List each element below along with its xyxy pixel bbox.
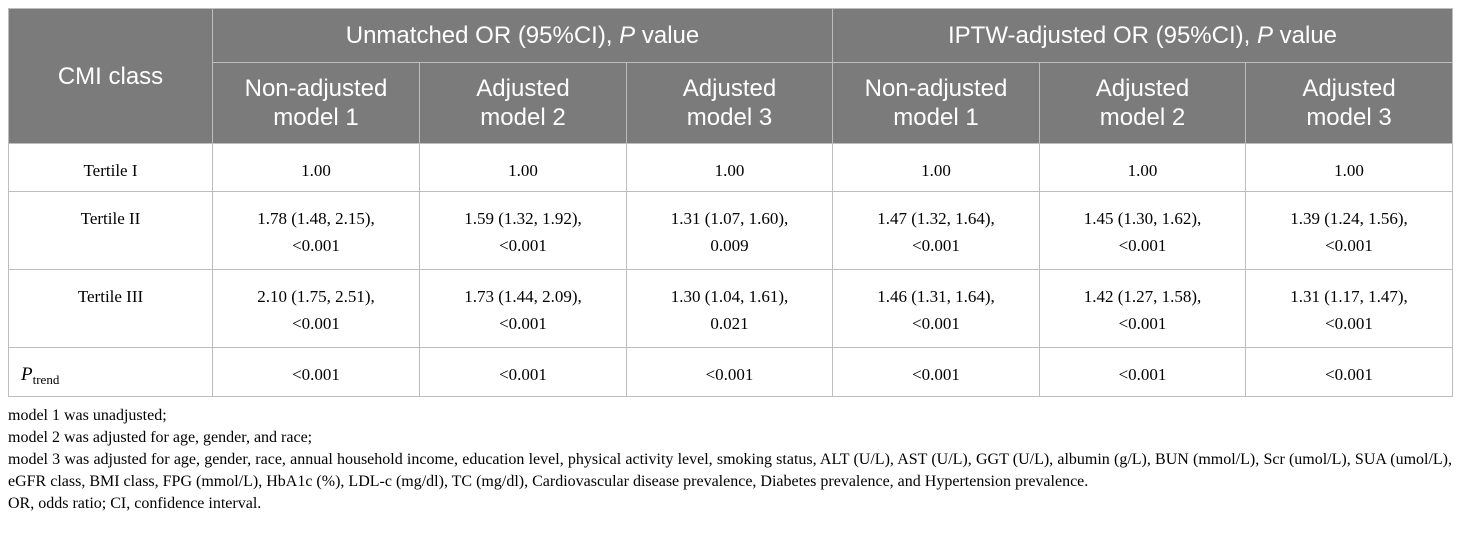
cell-text: 2.10 (1.75, 2.51), <0.001 xyxy=(257,287,375,333)
table-row: Tertile I 1.00 1.00 1.00 1.00 1.00 1.00 xyxy=(8,143,1454,192)
cell-text: 1.30 (1.04, 1.61), 0.021 xyxy=(670,287,789,333)
column-header: Adjusted model 3 xyxy=(1244,62,1454,144)
cell-text: 1.42 (1.27, 1.58), <0.001 xyxy=(1083,287,1202,333)
table-row: Tertile II 1.78 (1.48, 2.15), <0.001 1.5… xyxy=(8,191,1454,270)
table-cell: 1.78 (1.48, 2.15), <0.001 xyxy=(212,191,420,270)
column-header: Adjusted model 3 xyxy=(626,62,833,144)
column-header: Adjusted model 2 xyxy=(419,62,627,144)
table-container: CMI class Unmatched OR (95%CI), P value … xyxy=(8,8,1454,515)
column-header: Non-adjusted model 1 xyxy=(832,62,1040,144)
table-cell: <0.001 xyxy=(832,347,1040,397)
group-header-unmatched: Unmatched OR (95%CI), P value xyxy=(212,8,833,63)
cell-text: 1.46 (1.31, 1.64), <0.001 xyxy=(877,287,995,333)
results-table: CMI class Unmatched OR (95%CI), P value … xyxy=(8,8,1454,397)
cell-text: 1.31 (1.17, 1.47), <0.001 xyxy=(1290,287,1408,333)
table-cell: 1.73 (1.44, 2.09), <0.001 xyxy=(419,269,627,348)
row-label: Tertile III xyxy=(8,269,213,348)
table-footnotes: model 1 was unadjusted; model 2 was adju… xyxy=(8,405,1452,515)
ptrend-label: Ptrend xyxy=(8,347,213,397)
table-cell: 1.39 (1.24, 1.56), <0.001 xyxy=(1244,191,1454,270)
table-cell: 1.00 xyxy=(626,143,833,192)
footnote: model 3 was adjusted for age, gender, ra… xyxy=(8,451,1452,490)
footnote: OR, odds ratio; CI, confidence interval. xyxy=(8,495,262,512)
table-row: Tertile III 2.10 (1.75, 2.51), <0.001 1.… xyxy=(8,269,1454,348)
table-cell: <0.001 xyxy=(1039,347,1246,397)
column-header: Non-adjusted model 1 xyxy=(212,62,420,144)
table-cell: 1.00 xyxy=(832,143,1040,192)
table-cell: 1.59 (1.32, 1.92), <0.001 xyxy=(419,191,627,270)
column-header: Adjusted model 2 xyxy=(1039,62,1246,144)
footnote: model 1 was unadjusted; xyxy=(8,407,167,424)
cell-text: 1.78 (1.48, 2.15), <0.001 xyxy=(257,209,375,255)
table-cell: 1.47 (1.32, 1.64), <0.001 xyxy=(832,191,1040,270)
table-cell: 1.00 xyxy=(1244,143,1454,192)
table-cell: 1.46 (1.31, 1.64), <0.001 xyxy=(832,269,1040,348)
table-cell: 2.10 (1.75, 2.51), <0.001 xyxy=(212,269,420,348)
table-cell: 1.00 xyxy=(1039,143,1246,192)
cell-text: 1.59 (1.32, 1.92), <0.001 xyxy=(464,209,582,255)
table-cell: 1.31 (1.17, 1.47), <0.001 xyxy=(1244,269,1454,348)
group-header-iptw: IPTW-adjusted OR (95%CI), P value xyxy=(831,8,1454,63)
table-cell: <0.001 xyxy=(212,347,420,397)
cell-text: 1.47 (1.32, 1.64), <0.001 xyxy=(877,209,995,255)
table-cell: 1.30 (1.04, 1.61), 0.021 xyxy=(626,269,833,348)
cell-text: 1.73 (1.44, 2.09), <0.001 xyxy=(464,287,582,333)
table-row-ptrend: Ptrend <0.001 <0.001 <0.001 <0.001 <0.00… xyxy=(8,347,1454,397)
cell-text: 1.39 (1.24, 1.56), <0.001 xyxy=(1290,209,1408,255)
row-label: Tertile I xyxy=(8,143,213,192)
cell-text: 1.31 (1.07, 1.60), 0.009 xyxy=(670,209,789,255)
cell-text: 1.45 (1.30, 1.62), <0.001 xyxy=(1083,209,1202,255)
row-label: Tertile II xyxy=(8,191,213,270)
row-header-cmi-class: CMI class xyxy=(8,8,213,144)
table-cell: 1.31 (1.07, 1.60), 0.009 xyxy=(626,191,833,270)
footnote: model 2 was adjusted for age, gender, an… xyxy=(8,429,313,446)
table-cell: <0.001 xyxy=(626,347,833,397)
table-cell: <0.001 xyxy=(419,347,627,397)
table-cell: <0.001 xyxy=(1244,347,1454,397)
table-cell: 1.42 (1.27, 1.58), <0.001 xyxy=(1039,269,1246,348)
table-cell: 1.00 xyxy=(419,143,627,192)
table-cell: 1.00 xyxy=(212,143,420,192)
table-cell: 1.45 (1.30, 1.62), <0.001 xyxy=(1039,191,1246,270)
